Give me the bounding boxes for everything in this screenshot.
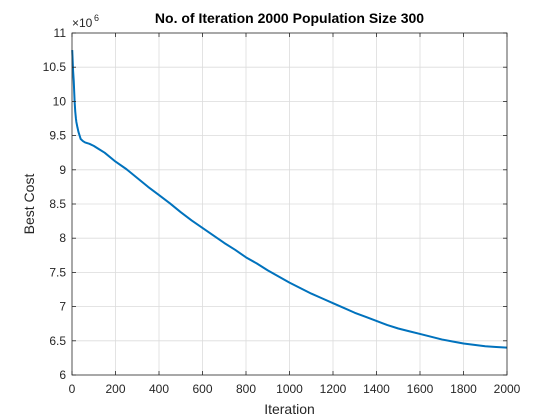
x-tick-label: 1600 <box>407 382 434 396</box>
x-tick-label: 200 <box>105 382 125 396</box>
y-tick-label: 6.5 <box>49 334 66 348</box>
x-tick-label: 1200 <box>320 382 347 396</box>
x-ticks: 0 200 400 600 800 1000 1200 1400 1600 1800 2000 <box>69 33 521 396</box>
y-tick-label: 8.5 <box>49 197 66 211</box>
series-line <box>71 50 508 349</box>
y-tick-label: 7 <box>59 300 66 314</box>
y-tick-label: 11 <box>54 26 67 40</box>
chart-title: No. of Iteration 2000 Population Size 30… <box>155 10 424 26</box>
y-exponent-base: ×10 <box>72 16 93 30</box>
x-tick-label: 1800 <box>450 382 477 396</box>
y-tick-label: 6 <box>59 368 66 382</box>
y-ticks: 6 6.5 7 7.5 8 8.5 9 9.5 10 10.5 11 <box>43 26 507 382</box>
x-tick-label: 800 <box>236 382 256 396</box>
x-tick-label: 1000 <box>276 382 303 396</box>
y-tick-label: 10 <box>53 94 67 108</box>
y-tick-label: 8 <box>59 231 66 245</box>
series-layer <box>71 50 508 349</box>
x-tick-label: 400 <box>149 382 169 396</box>
y-tick-label: 7.5 <box>49 265 66 279</box>
y-exponent-power: 6 <box>94 13 99 23</box>
x-tick-label: 1400 <box>363 382 390 396</box>
y-tick-label: 9 <box>59 163 66 177</box>
x-axis-label: Iteration <box>264 401 315 417</box>
x-tick-label: 2000 <box>494 382 521 396</box>
grid <box>72 33 507 375</box>
y-axis-label: Best Cost <box>21 174 37 235</box>
y-tick-label: 9.5 <box>49 129 66 143</box>
x-tick-label: 0 <box>69 382 76 396</box>
y-tick-label: 10.5 <box>43 60 67 74</box>
x-tick-label: 600 <box>192 382 212 396</box>
